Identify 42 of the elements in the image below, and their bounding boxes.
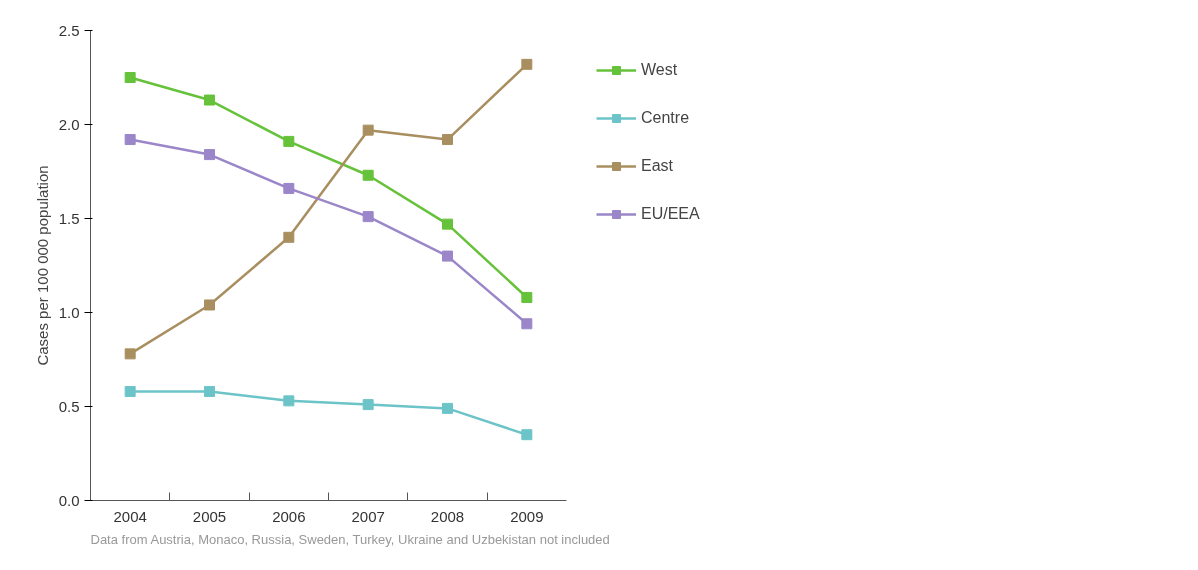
point bbox=[442, 218, 453, 230]
point bbox=[283, 135, 295, 147]
x-tick-label: 2007 bbox=[351, 507, 385, 525]
x-tick-label: 2004 bbox=[113, 507, 147, 525]
x-tick-label: 2005 bbox=[192, 507, 227, 525]
point bbox=[124, 72, 136, 83]
point bbox=[362, 124, 374, 136]
legend-label: Centre bbox=[641, 109, 690, 127]
point bbox=[204, 94, 215, 106]
y-tick-label: 2.5 bbox=[58, 21, 80, 39]
point bbox=[521, 429, 533, 441]
point bbox=[442, 402, 453, 414]
point bbox=[521, 58, 533, 70]
point bbox=[124, 385, 136, 397]
point bbox=[283, 182, 295, 194]
legend-label: West bbox=[641, 61, 678, 79]
point bbox=[124, 134, 136, 146]
y-tick-label: 0.5 bbox=[58, 397, 80, 415]
point bbox=[204, 149, 215, 161]
point bbox=[442, 250, 453, 262]
point bbox=[521, 318, 533, 330]
x-tick-label: 2009 bbox=[510, 507, 544, 525]
y-tick-label: 2.0 bbox=[58, 115, 80, 133]
point bbox=[283, 231, 295, 243]
legend-label: East bbox=[641, 157, 674, 175]
point bbox=[204, 385, 215, 397]
y-tick-label: 1.0 bbox=[58, 303, 80, 321]
legend-label: EU/EEA bbox=[641, 205, 700, 223]
point bbox=[362, 169, 374, 181]
y-tick-label: 1.5 bbox=[58, 209, 80, 227]
x-tick-label: 2008 bbox=[430, 507, 465, 525]
point bbox=[124, 348, 136, 360]
point bbox=[442, 134, 453, 146]
y-tick-label: 0.0 bbox=[58, 491, 80, 509]
point bbox=[204, 299, 215, 311]
point bbox=[521, 291, 533, 303]
point bbox=[283, 395, 295, 407]
point bbox=[362, 399, 374, 411]
text: Data from Austria, Monaco, Russia, Sweden, Turkey, Ukraine and Uzbekistan not included bbox=[90, 531, 610, 547]
y-axis-title: Cases per 100 000 population bbox=[33, 165, 51, 366]
x-tick-label: 2006 bbox=[272, 507, 306, 525]
point bbox=[362, 211, 374, 223]
